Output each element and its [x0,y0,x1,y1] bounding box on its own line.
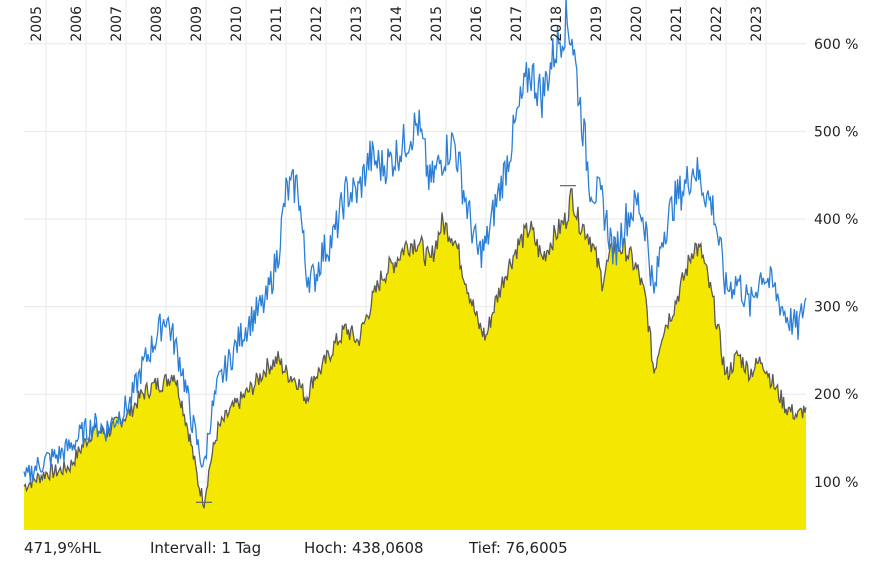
year-label-2020: 2020 [629,6,645,42]
line-series-layer [23,0,807,482]
y-tick-label-600: 600 % [814,37,858,53]
year-label-2005: 2005 [29,6,45,42]
year-label-2019: 2019 [589,6,605,42]
line-series [23,0,807,482]
year-label-2009: 2009 [189,6,205,42]
year-label-2021: 2021 [669,6,685,42]
year-label-2010: 2010 [229,6,245,42]
area-series-line [23,188,807,509]
year-labels: 2005 2006 2007 2008 2009 2010 2011 2012 2013 2014… [29,6,765,42]
year-label-2011: 2011 [269,6,285,42]
performance-chart: 100 %200 %300 %400 %500 %600 % 2005 2006 2… [23,0,858,531]
low-label: Tief: 76,6005 [469,539,568,557]
year-label-2022: 2022 [709,6,725,42]
year-label-2023: 2023 [749,6,765,42]
marker-layer [196,185,576,503]
change-label: 471,9%HL [24,539,101,557]
y-tick-label-300: 300 % [814,300,858,316]
year-label-2017: 2017 [509,6,525,42]
year-label-2008: 2008 [149,6,165,42]
high-label: Hoch: 438,0608 [304,539,424,557]
year-label-2016: 2016 [469,6,485,42]
interval-label: Intervall: 1 Tag [150,539,262,557]
y-tick-label-100: 100 % [814,475,858,491]
year-label-2014: 2014 [389,6,405,42]
year-label-2018: 2018 [549,6,565,42]
year-label-2013: 2013 [349,6,365,42]
area-series-fill [24,188,806,531]
year-label-2006: 2006 [69,6,85,42]
year-label-2015: 2015 [429,6,445,42]
chart-footer: 471,9%HL Intervall: 1 Tag Hoch: 438,0608… [24,539,884,561]
year-label-2007: 2007 [109,6,125,42]
y-axis-tick-labels: 100 % 200 % 300 % 400 % 500 % 600 % [814,37,858,491]
y-tick-label-400: 400 % [814,212,858,228]
area-series-layer [23,188,807,531]
y-tick-label-200: 200 % [814,387,858,403]
y-tick-label-500: 500 % [814,124,858,140]
year-label-2012: 2012 [309,6,325,42]
